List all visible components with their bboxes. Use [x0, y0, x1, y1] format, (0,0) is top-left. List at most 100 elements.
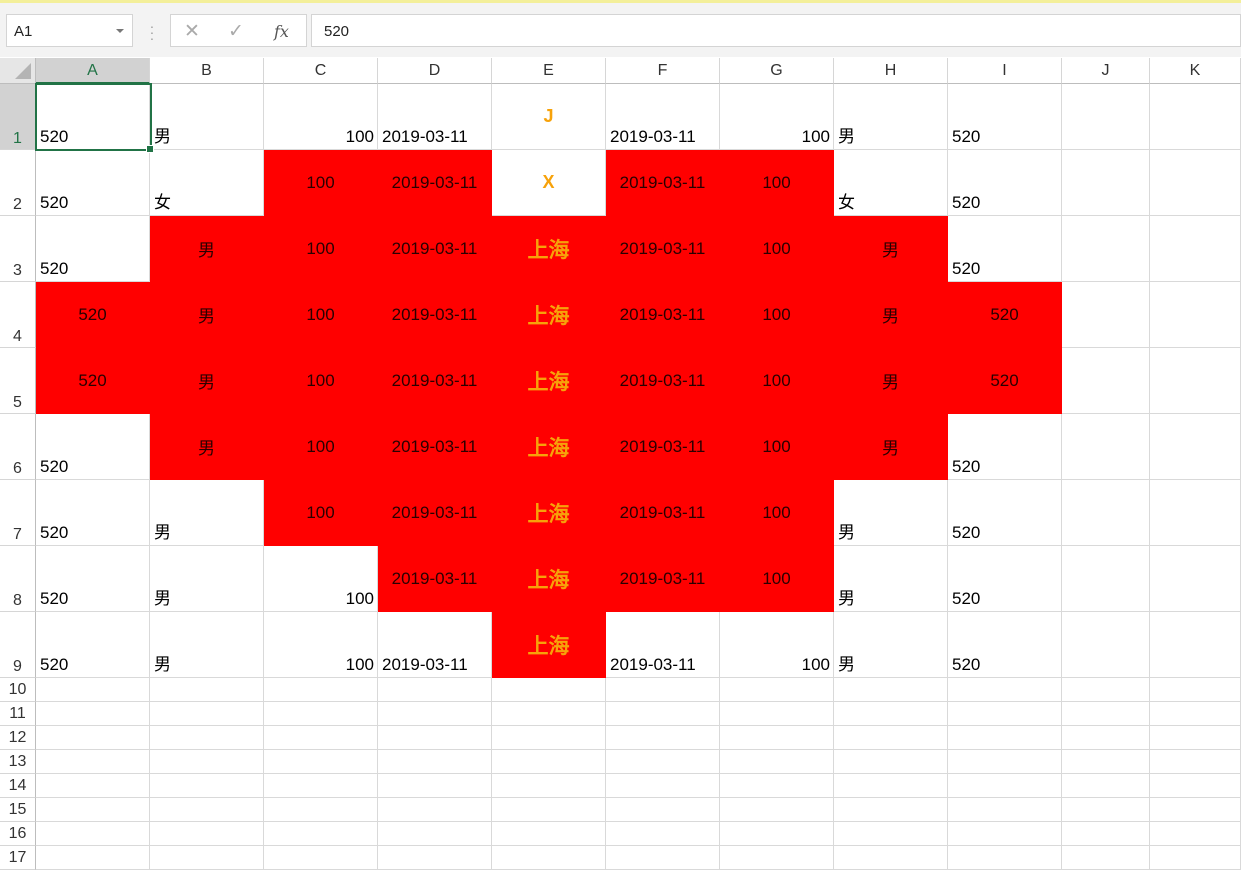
cell-d2[interactable]: 2019-03-11: [378, 150, 492, 216]
cell-a17[interactable]: [36, 846, 150, 870]
cell-g7[interactable]: 100: [720, 480, 834, 546]
cell-e7[interactable]: 上海: [492, 480, 606, 546]
cell-a5[interactable]: 520: [36, 348, 150, 414]
cell-a13[interactable]: [36, 750, 150, 774]
cell-g1[interactable]: 100: [720, 84, 834, 150]
cell-i17[interactable]: [948, 846, 1062, 870]
cell-d13[interactable]: [378, 750, 492, 774]
cell-b11[interactable]: [150, 702, 264, 726]
cell-i6[interactable]: 520: [948, 414, 1062, 480]
cell-g15[interactable]: [720, 798, 834, 822]
cell-a9[interactable]: 520: [36, 612, 150, 678]
cell-g5[interactable]: 100: [720, 348, 834, 414]
cell-k17[interactable]: [1150, 846, 1241, 870]
cell-b5[interactable]: 男: [150, 348, 264, 414]
cell-a8[interactable]: 520: [36, 546, 150, 612]
cell-c10[interactable]: [264, 678, 378, 702]
column-header-i[interactable]: I: [948, 58, 1062, 84]
formula-input[interactable]: 520: [311, 14, 1241, 47]
cell-e17[interactable]: [492, 846, 606, 870]
column-header-g[interactable]: G: [720, 58, 834, 84]
cell-c11[interactable]: [264, 702, 378, 726]
cell-h13[interactable]: [834, 750, 948, 774]
cell-a10[interactable]: [36, 678, 150, 702]
cell-h9[interactable]: 男: [834, 612, 948, 678]
insert-function-icon[interactable]: fx: [274, 22, 289, 41]
cell-a3[interactable]: 520: [36, 216, 150, 282]
cell-f12[interactable]: [606, 726, 720, 750]
cell-j3[interactable]: [1062, 216, 1150, 282]
cell-d7[interactable]: 2019-03-11: [378, 480, 492, 546]
cell-g8[interactable]: 100: [720, 546, 834, 612]
chevron-down-icon[interactable]: [116, 29, 124, 33]
cell-j1[interactable]: [1062, 84, 1150, 150]
cell-c9[interactable]: 100: [264, 612, 378, 678]
cell-d9[interactable]: 2019-03-11: [378, 612, 492, 678]
cell-a12[interactable]: [36, 726, 150, 750]
cell-f8[interactable]: 2019-03-11: [606, 546, 720, 612]
column-header-k[interactable]: K: [1150, 58, 1241, 84]
cell-h1[interactable]: 男: [834, 84, 948, 150]
cancel-icon[interactable]: ✕: [184, 21, 200, 42]
row-header-7[interactable]: 7: [0, 480, 36, 546]
row-header-10[interactable]: 10: [0, 678, 36, 702]
cell-e5[interactable]: 上海: [492, 348, 606, 414]
row-header-13[interactable]: 13: [0, 750, 36, 774]
column-header-d[interactable]: D: [378, 58, 492, 84]
cell-j2[interactable]: [1062, 150, 1150, 216]
cell-e14[interactable]: [492, 774, 606, 798]
column-header-h[interactable]: H: [834, 58, 948, 84]
cell-j5[interactable]: [1062, 348, 1150, 414]
cell-f14[interactable]: [606, 774, 720, 798]
row-header-11[interactable]: 11: [0, 702, 36, 726]
cell-b14[interactable]: [150, 774, 264, 798]
cell-j13[interactable]: [1062, 750, 1150, 774]
cell-i2[interactable]: 520: [948, 150, 1062, 216]
cell-d17[interactable]: [378, 846, 492, 870]
cell-k12[interactable]: [1150, 726, 1241, 750]
cell-b7[interactable]: 男: [150, 480, 264, 546]
cell-c7[interactable]: 100: [264, 480, 378, 546]
column-header-j[interactable]: J: [1062, 58, 1150, 84]
cell-b13[interactable]: [150, 750, 264, 774]
cell-f10[interactable]: [606, 678, 720, 702]
cell-f2[interactable]: 2019-03-11: [606, 150, 720, 216]
cell-h2[interactable]: 女: [834, 150, 948, 216]
cell-d15[interactable]: [378, 798, 492, 822]
cell-h15[interactable]: [834, 798, 948, 822]
cell-d10[interactable]: [378, 678, 492, 702]
cell-b15[interactable]: [150, 798, 264, 822]
cell-g16[interactable]: [720, 822, 834, 846]
cell-i4[interactable]: 520: [948, 282, 1062, 348]
cell-f15[interactable]: [606, 798, 720, 822]
row-header-9[interactable]: 9: [0, 612, 36, 678]
cell-f4[interactable]: 2019-03-11: [606, 282, 720, 348]
cell-i9[interactable]: 520: [948, 612, 1062, 678]
cell-i11[interactable]: [948, 702, 1062, 726]
row-header-1[interactable]: 1: [0, 84, 36, 150]
cell-k6[interactable]: [1150, 414, 1241, 480]
cell-k2[interactable]: [1150, 150, 1241, 216]
cell-h7[interactable]: 男: [834, 480, 948, 546]
row-header-4[interactable]: 4: [0, 282, 36, 348]
cell-j9[interactable]: [1062, 612, 1150, 678]
cell-c2[interactable]: 100: [264, 150, 378, 216]
cell-k7[interactable]: [1150, 480, 1241, 546]
cell-f5[interactable]: 2019-03-11: [606, 348, 720, 414]
cell-f3[interactable]: 2019-03-11: [606, 216, 720, 282]
cell-j10[interactable]: [1062, 678, 1150, 702]
cell-b16[interactable]: [150, 822, 264, 846]
cell-h16[interactable]: [834, 822, 948, 846]
cell-h6[interactable]: 男: [834, 414, 948, 480]
cell-k13[interactable]: [1150, 750, 1241, 774]
cell-e13[interactable]: [492, 750, 606, 774]
cell-e9[interactable]: 上海: [492, 612, 606, 678]
cell-k11[interactable]: [1150, 702, 1241, 726]
row-header-2[interactable]: 2: [0, 150, 36, 216]
cell-c8[interactable]: 100: [264, 546, 378, 612]
cell-c14[interactable]: [264, 774, 378, 798]
cell-a6[interactable]: 520: [36, 414, 150, 480]
row-header-14[interactable]: 14: [0, 774, 36, 798]
cell-b8[interactable]: 男: [150, 546, 264, 612]
cell-g11[interactable]: [720, 702, 834, 726]
